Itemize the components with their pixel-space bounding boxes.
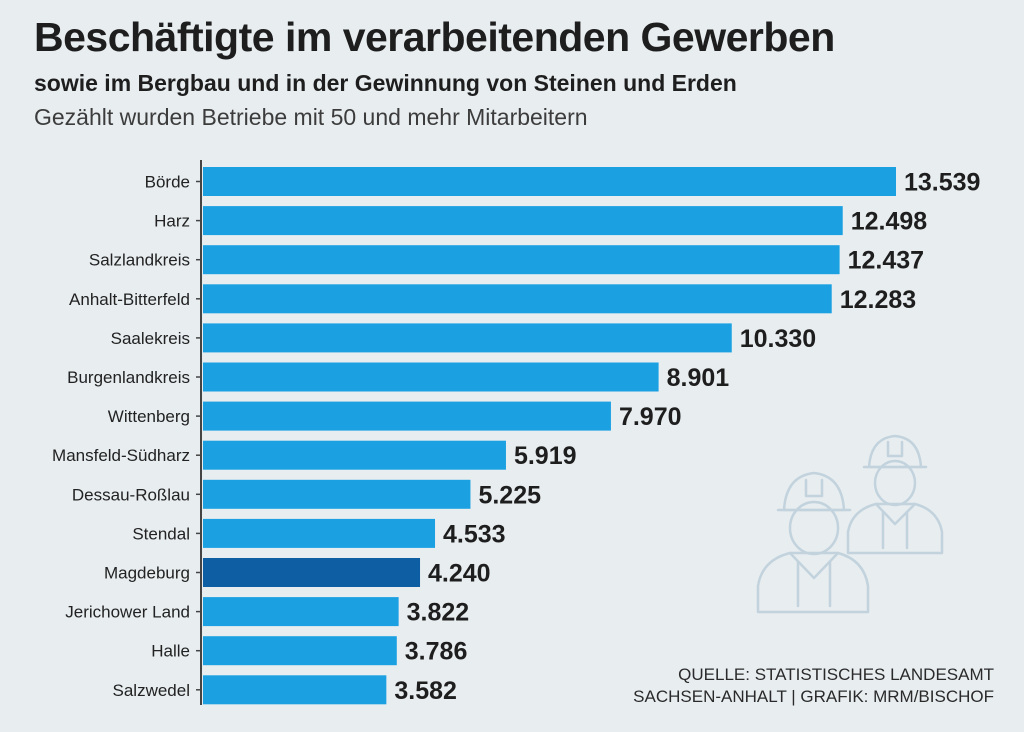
value-label: 13.539 xyxy=(904,169,980,197)
category-label: Wittenberg xyxy=(108,407,190,426)
category-label: Salzlandkreis xyxy=(89,251,190,270)
chart-note: Gezählt wurden Betriebe mit 50 und mehr … xyxy=(34,104,588,130)
value-label: 4.240 xyxy=(428,560,491,588)
bar xyxy=(203,440,506,470)
category-label: Halle xyxy=(151,642,190,661)
source-note: QUELLE: STATISTISCHES LANDESAMT SACHSEN-… xyxy=(633,664,994,708)
category-label: Stendal xyxy=(132,524,190,543)
worker-icon xyxy=(756,471,870,614)
value-label: 7.970 xyxy=(619,403,682,431)
value-label: 5.919 xyxy=(514,442,577,470)
bar xyxy=(203,675,387,705)
bar xyxy=(203,206,843,236)
value-label: 10.330 xyxy=(740,325,816,353)
bar xyxy=(203,362,659,392)
category-label: Dessau-Roßlau xyxy=(72,485,190,504)
bar xyxy=(203,597,399,627)
source-line-2: SACHSEN-ANHALT | GRAFIK: MRM/BISCHOF xyxy=(633,687,994,706)
value-label: 5.225 xyxy=(478,481,541,509)
bar xyxy=(203,167,896,196)
workers-illustration xyxy=(756,434,944,614)
bar xyxy=(203,518,436,548)
bar xyxy=(203,558,421,587)
category-label: Jerichower Land xyxy=(65,603,190,622)
value-label: 12.437 xyxy=(848,247,924,275)
value-label: 3.822 xyxy=(407,599,470,627)
value-label: 3.786 xyxy=(405,638,468,666)
category-label: Mansfeld-Südharz xyxy=(52,446,190,465)
category-label: Salzwedel xyxy=(113,681,191,700)
bar xyxy=(203,323,732,353)
bar xyxy=(203,284,832,314)
value-label: 8.901 xyxy=(667,364,730,392)
value-label: 3.582 xyxy=(394,677,457,705)
value-label: 12.283 xyxy=(840,286,916,314)
bar xyxy=(203,401,611,431)
category-label: Saalekreis xyxy=(111,329,190,348)
category-label: Börde xyxy=(145,173,190,192)
chart-subtitle: sowie im Bergbau und in der Gewinnung vo… xyxy=(34,70,737,96)
category-label: Harz xyxy=(154,212,190,231)
source-line-1: QUELLE: STATISTISCHES LANDESAMT xyxy=(678,665,994,684)
category-label: Burgenlandkreis xyxy=(67,368,190,387)
bar xyxy=(203,479,471,509)
value-label: 12.498 xyxy=(851,208,928,236)
bar xyxy=(203,636,397,666)
category-label: Magdeburg xyxy=(104,564,190,583)
category-label: Anhalt-Bitterfeld xyxy=(69,290,190,309)
chart-title: Beschäftigte im verarbeitenden Gewerben xyxy=(34,14,835,60)
bar xyxy=(203,245,840,275)
value-label: 4.533 xyxy=(443,520,506,548)
worker-icon xyxy=(846,434,944,555)
